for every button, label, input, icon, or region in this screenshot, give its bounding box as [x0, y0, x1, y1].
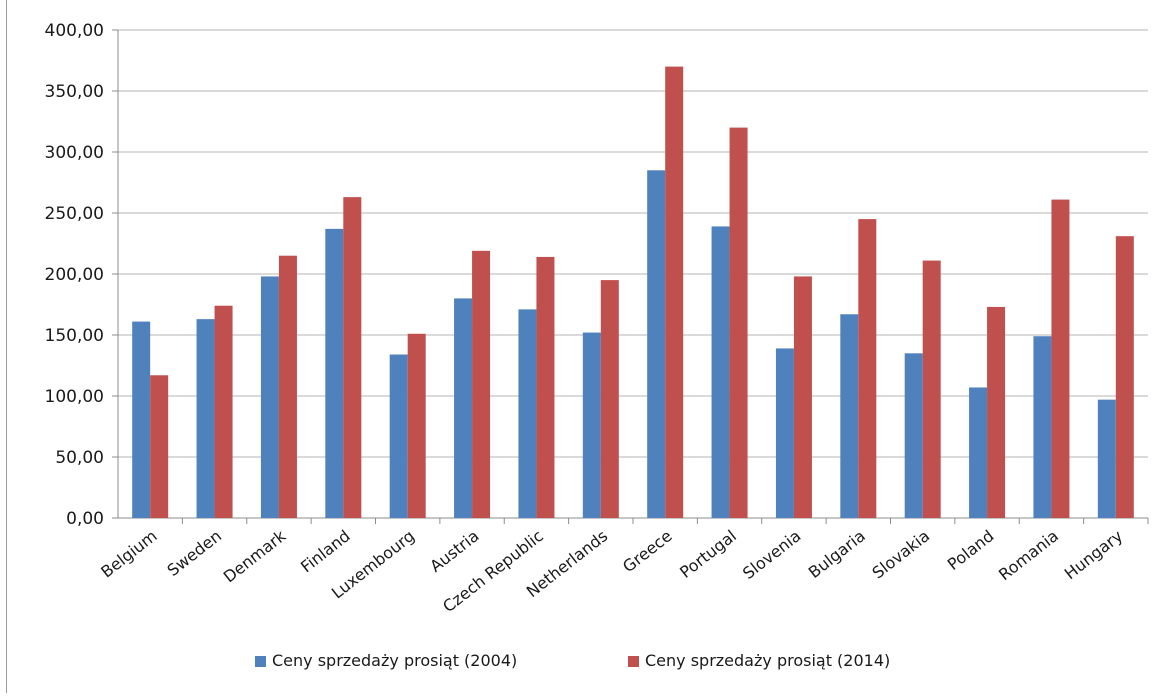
bar-2004-finland: [325, 228, 344, 519]
bar-2004-slovenia: [775, 348, 794, 518]
legend-swatch: [628, 656, 639, 667]
bar-2014-sweden: [214, 305, 233, 518]
legend-label: Ceny sprzedaży prosiąt (2004): [272, 651, 517, 670]
x-axis-tick-label: Greece: [619, 526, 676, 576]
y-axis-tick-label: 200,00: [45, 265, 104, 285]
bar-2014-czech-republic: [536, 256, 555, 518]
x-axis-tick-label: Slovenia: [739, 526, 804, 583]
x-axis-tick-label: Romania: [995, 526, 1062, 584]
x-axis-tick-label: Sweden: [163, 526, 225, 580]
bar-2004-slovakia: [904, 353, 923, 518]
bar-2004-belgium: [132, 321, 151, 518]
bar-2014-belgium: [150, 375, 169, 518]
x-axis-tick-label: Belgium: [97, 526, 160, 581]
bar-2004-greece: [647, 170, 666, 519]
y-axis-tick-label: 400,00: [45, 21, 104, 41]
bar-2014-romania: [1051, 199, 1070, 518]
bar-2014-slovenia: [793, 276, 812, 518]
bar-2014-finland: [343, 197, 362, 518]
bar-2004-netherlands: [582, 332, 601, 518]
y-axis-tick-label: 100,00: [45, 387, 104, 407]
y-axis-tick-label: 50,00: [55, 448, 104, 468]
x-axis-tick-label: Slovakia: [869, 526, 934, 582]
bar-2014-netherlands: [600, 280, 619, 518]
legend: Ceny sprzedaży prosiąt (2004) Ceny sprzed…: [255, 651, 890, 670]
bar-2004-austria: [454, 298, 473, 518]
bar-2004-bulgaria: [840, 314, 859, 518]
bar-2014-austria: [472, 250, 491, 518]
x-axis-tick-label: Finland: [297, 526, 354, 576]
x-axis-tick-label: Portugal: [676, 526, 740, 582]
y-axis-tick-label: 350,00: [45, 82, 104, 102]
bar-2014-denmark: [278, 255, 297, 518]
y-axis-tick-label: 150,00: [45, 326, 104, 346]
x-axis-tick-label: Poland: [944, 526, 998, 574]
bar-2014-hungary: [1115, 236, 1134, 518]
bar-2004-poland: [969, 387, 988, 518]
bar-2004-luxembourg: [389, 354, 408, 518]
bar-2014-slovakia: [922, 260, 941, 518]
x-axis-tick-label: Hungary: [1061, 526, 1127, 583]
y-axis-tick-label: 0,00: [66, 509, 104, 529]
bar-2014-luxembourg: [407, 333, 426, 518]
bar-2014-greece: [665, 66, 684, 518]
bar-2004-romania: [1033, 336, 1052, 518]
y-axis-tick-label: 250,00: [45, 204, 104, 224]
bar-2004-hungary: [1097, 399, 1116, 518]
bars: [132, 66, 1134, 519]
legend-swatch: [255, 656, 266, 667]
legend-label: Ceny sprzedaży prosiąt (2014): [645, 651, 890, 670]
bar-2004-denmark: [260, 276, 279, 518]
bar-2004-sweden: [196, 319, 215, 518]
bar-2004-czech-republic: [518, 309, 537, 518]
x-axis-tick-label: Austria: [426, 526, 482, 576]
bar-2014-bulgaria: [858, 219, 877, 518]
x-axis-tick-label: Denmark: [220, 526, 290, 587]
y-axis-tick-labels: 0,00 50,00 100,00 150,00 200,00 250,00 300,00 3…: [45, 21, 104, 529]
y-axis-tick-label: 300,00: [45, 143, 104, 163]
bar-2014-poland: [987, 306, 1006, 518]
bar-2004-portugal: [711, 226, 730, 519]
bar-2014-portugal: [729, 127, 748, 518]
x-axis-tick-label: Bulgaria: [805, 526, 869, 582]
